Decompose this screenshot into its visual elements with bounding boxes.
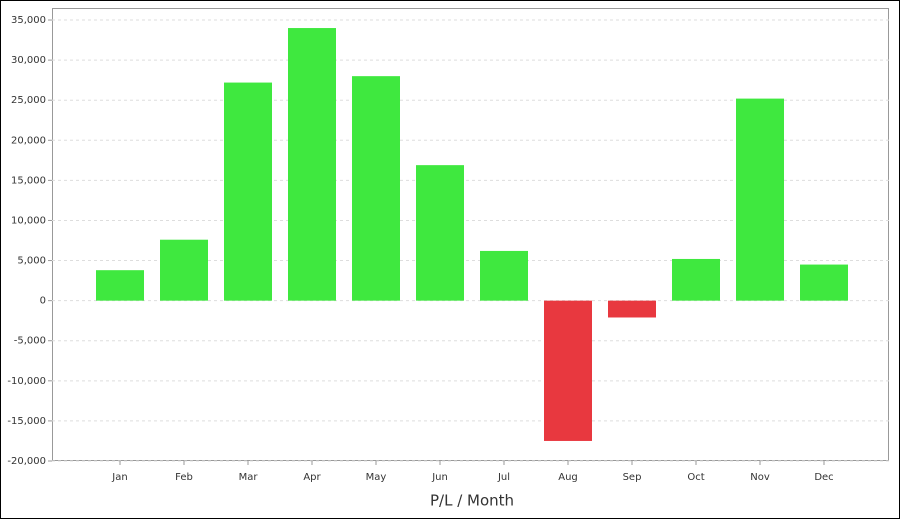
bar [672,258,720,301]
x-tick-label: Jan [111,472,127,483]
y-tick-label: 35,000 [11,15,46,26]
y-tick-label: 10,000 [11,215,46,226]
x-tick-label: Mar [239,472,259,483]
x-tick-label: Sep [623,472,642,483]
x-tick-label: Dec [814,472,833,483]
x-tick-label: Apr [303,472,321,483]
bar [736,98,784,301]
bar [160,239,208,301]
y-tick-label: 30,000 [11,55,46,66]
bar [800,264,848,301]
bar [288,28,336,301]
y-tick-label: -5,000 [14,336,46,347]
y-tick-label: -20,000 [7,456,46,467]
x-tick-label: Feb [175,472,193,483]
bar [352,76,400,301]
y-tick-label: -15,000 [7,416,46,427]
y-tick-label: 5,000 [17,256,46,267]
bar [544,300,592,441]
x-tick-label: Aug [558,472,578,483]
y-tick-label: 20,000 [11,135,46,146]
bar [224,82,272,301]
bar [608,300,656,318]
x-tick-label: Oct [687,472,704,483]
x-tick-label: Nov [750,472,770,483]
x-axis-title: P/L / Month [430,492,514,510]
y-tick-label: 15,000 [11,175,46,186]
bar [480,250,528,301]
y-tick-label: 25,000 [11,95,46,106]
x-tick-label: May [366,472,387,483]
y-tick-label: 0 [40,296,46,307]
y-tick-label: -10,000 [7,376,46,387]
bar [96,270,144,301]
x-tick-label: Jun [431,472,448,483]
x-tick-label: Jul [497,472,510,483]
bar [416,165,464,301]
